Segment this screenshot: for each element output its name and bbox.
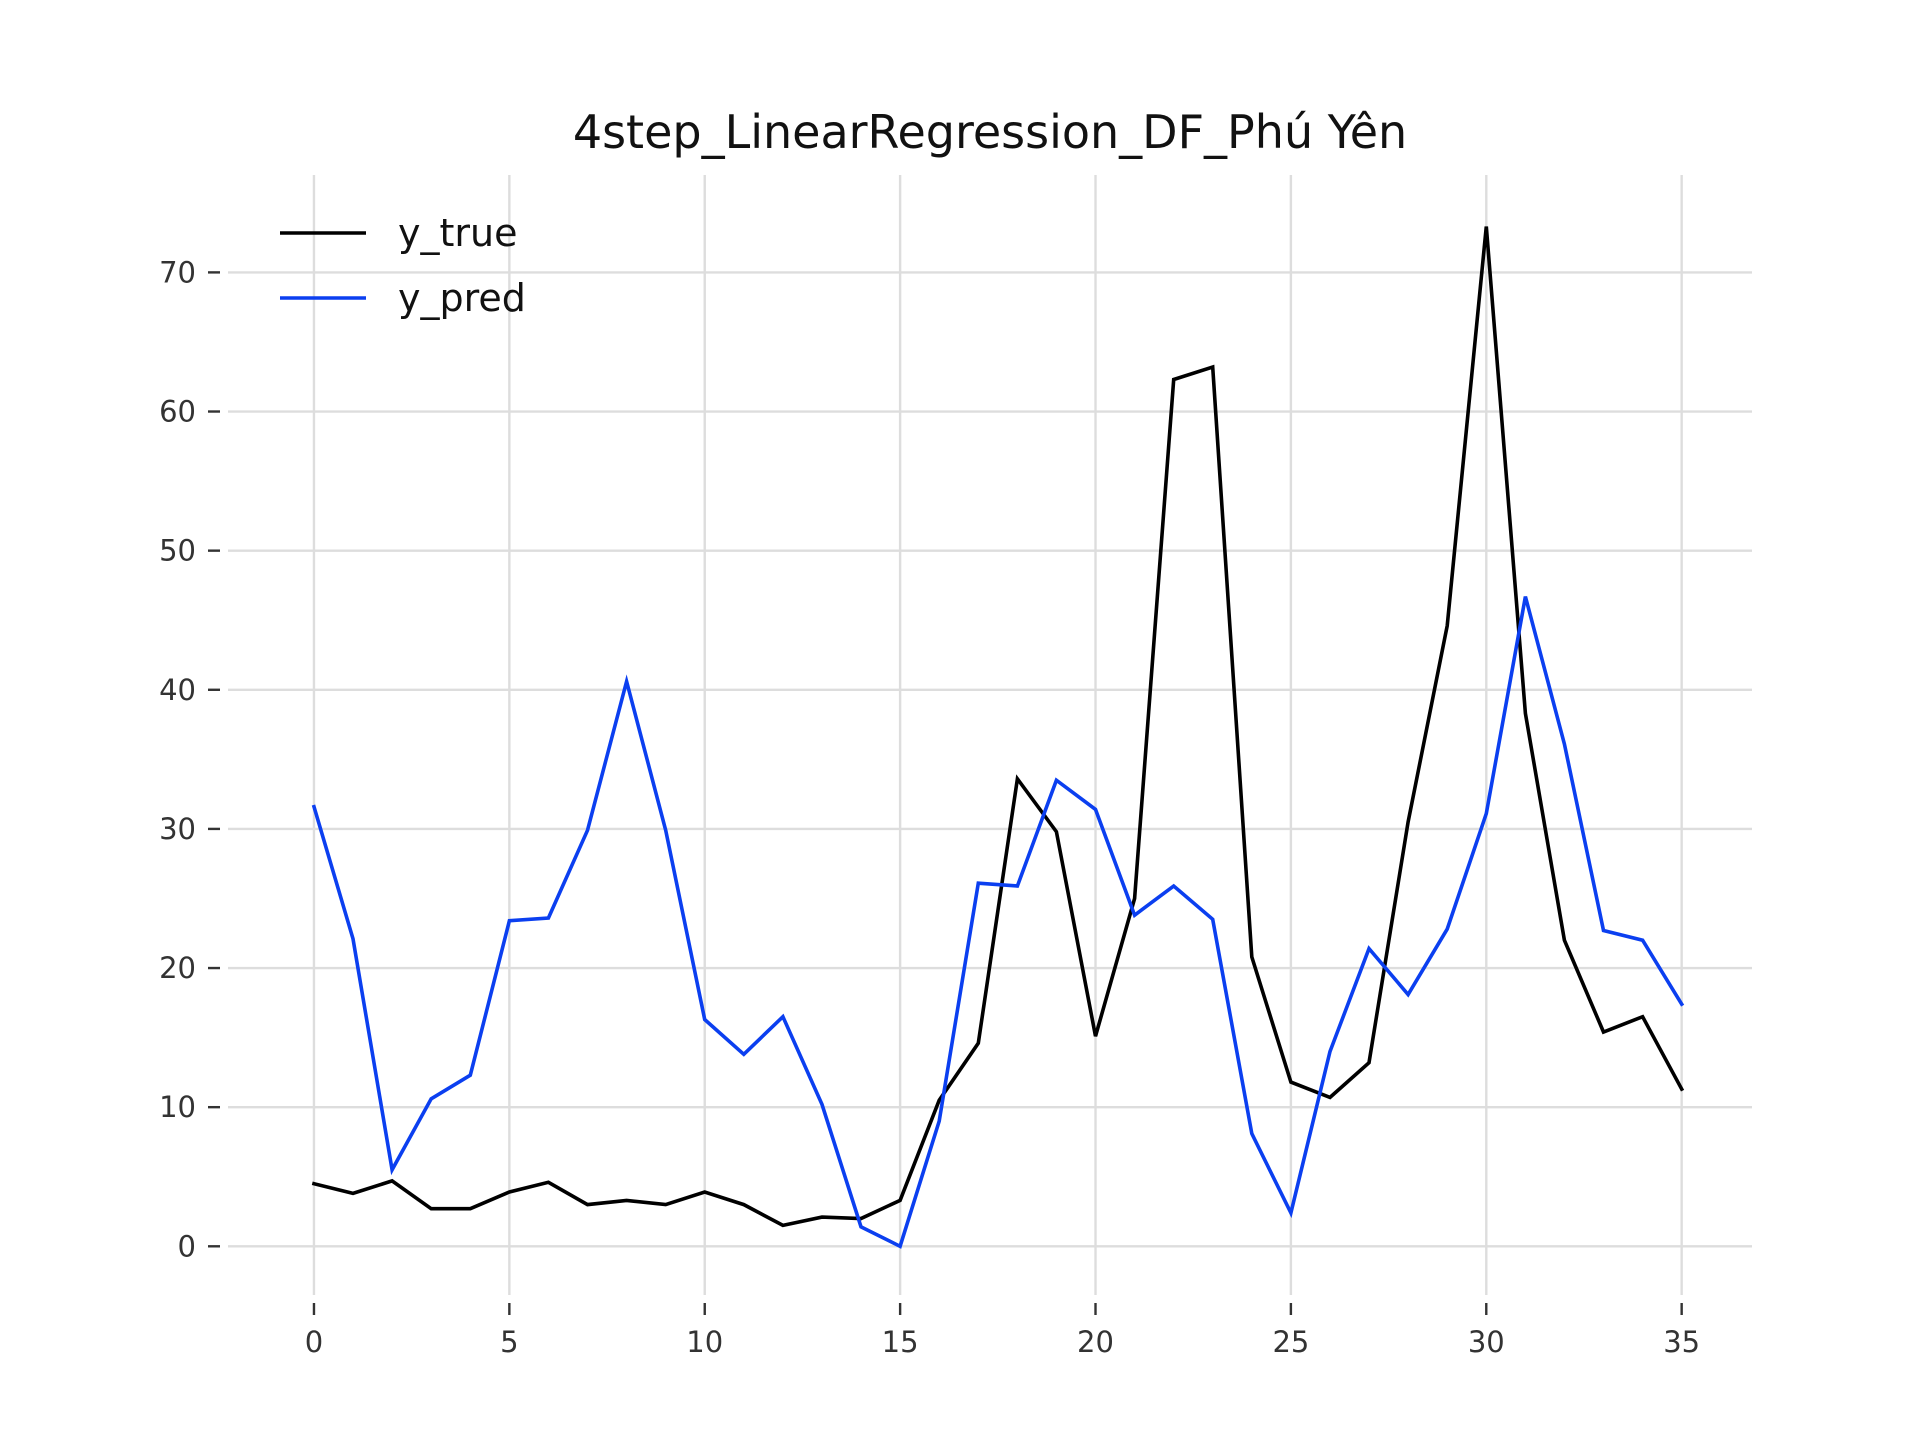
y-tick-label: 50 <box>159 534 196 568</box>
y-tick-label: 10 <box>159 1090 196 1124</box>
y-tick-label: 30 <box>159 812 196 846</box>
axis-ticks: 0 5 10 15 20 25 30 35 0 10 20 30 40 50 60 70 <box>159 255 1700 1359</box>
x-tick-label: 30 <box>1468 1325 1505 1359</box>
legend-label-y-true: y_true <box>398 211 517 255</box>
y-tick-label: 0 <box>178 1229 196 1263</box>
legend-label-y-pred: y_pred <box>398 276 526 320</box>
chart-title: 4step_LinearRegression_DF_Phú Yên <box>573 105 1407 159</box>
x-tick-label: 5 <box>500 1325 518 1359</box>
legend: y_true y_pred <box>280 211 526 320</box>
series-line-y-true <box>311 226 1685 1228</box>
x-tick-label: 15 <box>882 1325 919 1359</box>
x-tick-label: 25 <box>1272 1325 1309 1359</box>
x-tick-label: 10 <box>686 1325 723 1359</box>
x-tick-label: 0 <box>305 1325 323 1359</box>
series-line-y-pred <box>311 596 1685 1249</box>
y-tick-label: 20 <box>159 951 196 985</box>
y-tick-label: 70 <box>159 255 196 289</box>
y-tick-label: 60 <box>159 395 196 429</box>
series-lines <box>311 226 1685 1249</box>
y-tick-label: 40 <box>159 673 196 707</box>
grid-lines <box>228 175 1752 1295</box>
x-tick-label: 35 <box>1663 1325 1700 1359</box>
x-tick-label: 20 <box>1077 1325 1114 1359</box>
